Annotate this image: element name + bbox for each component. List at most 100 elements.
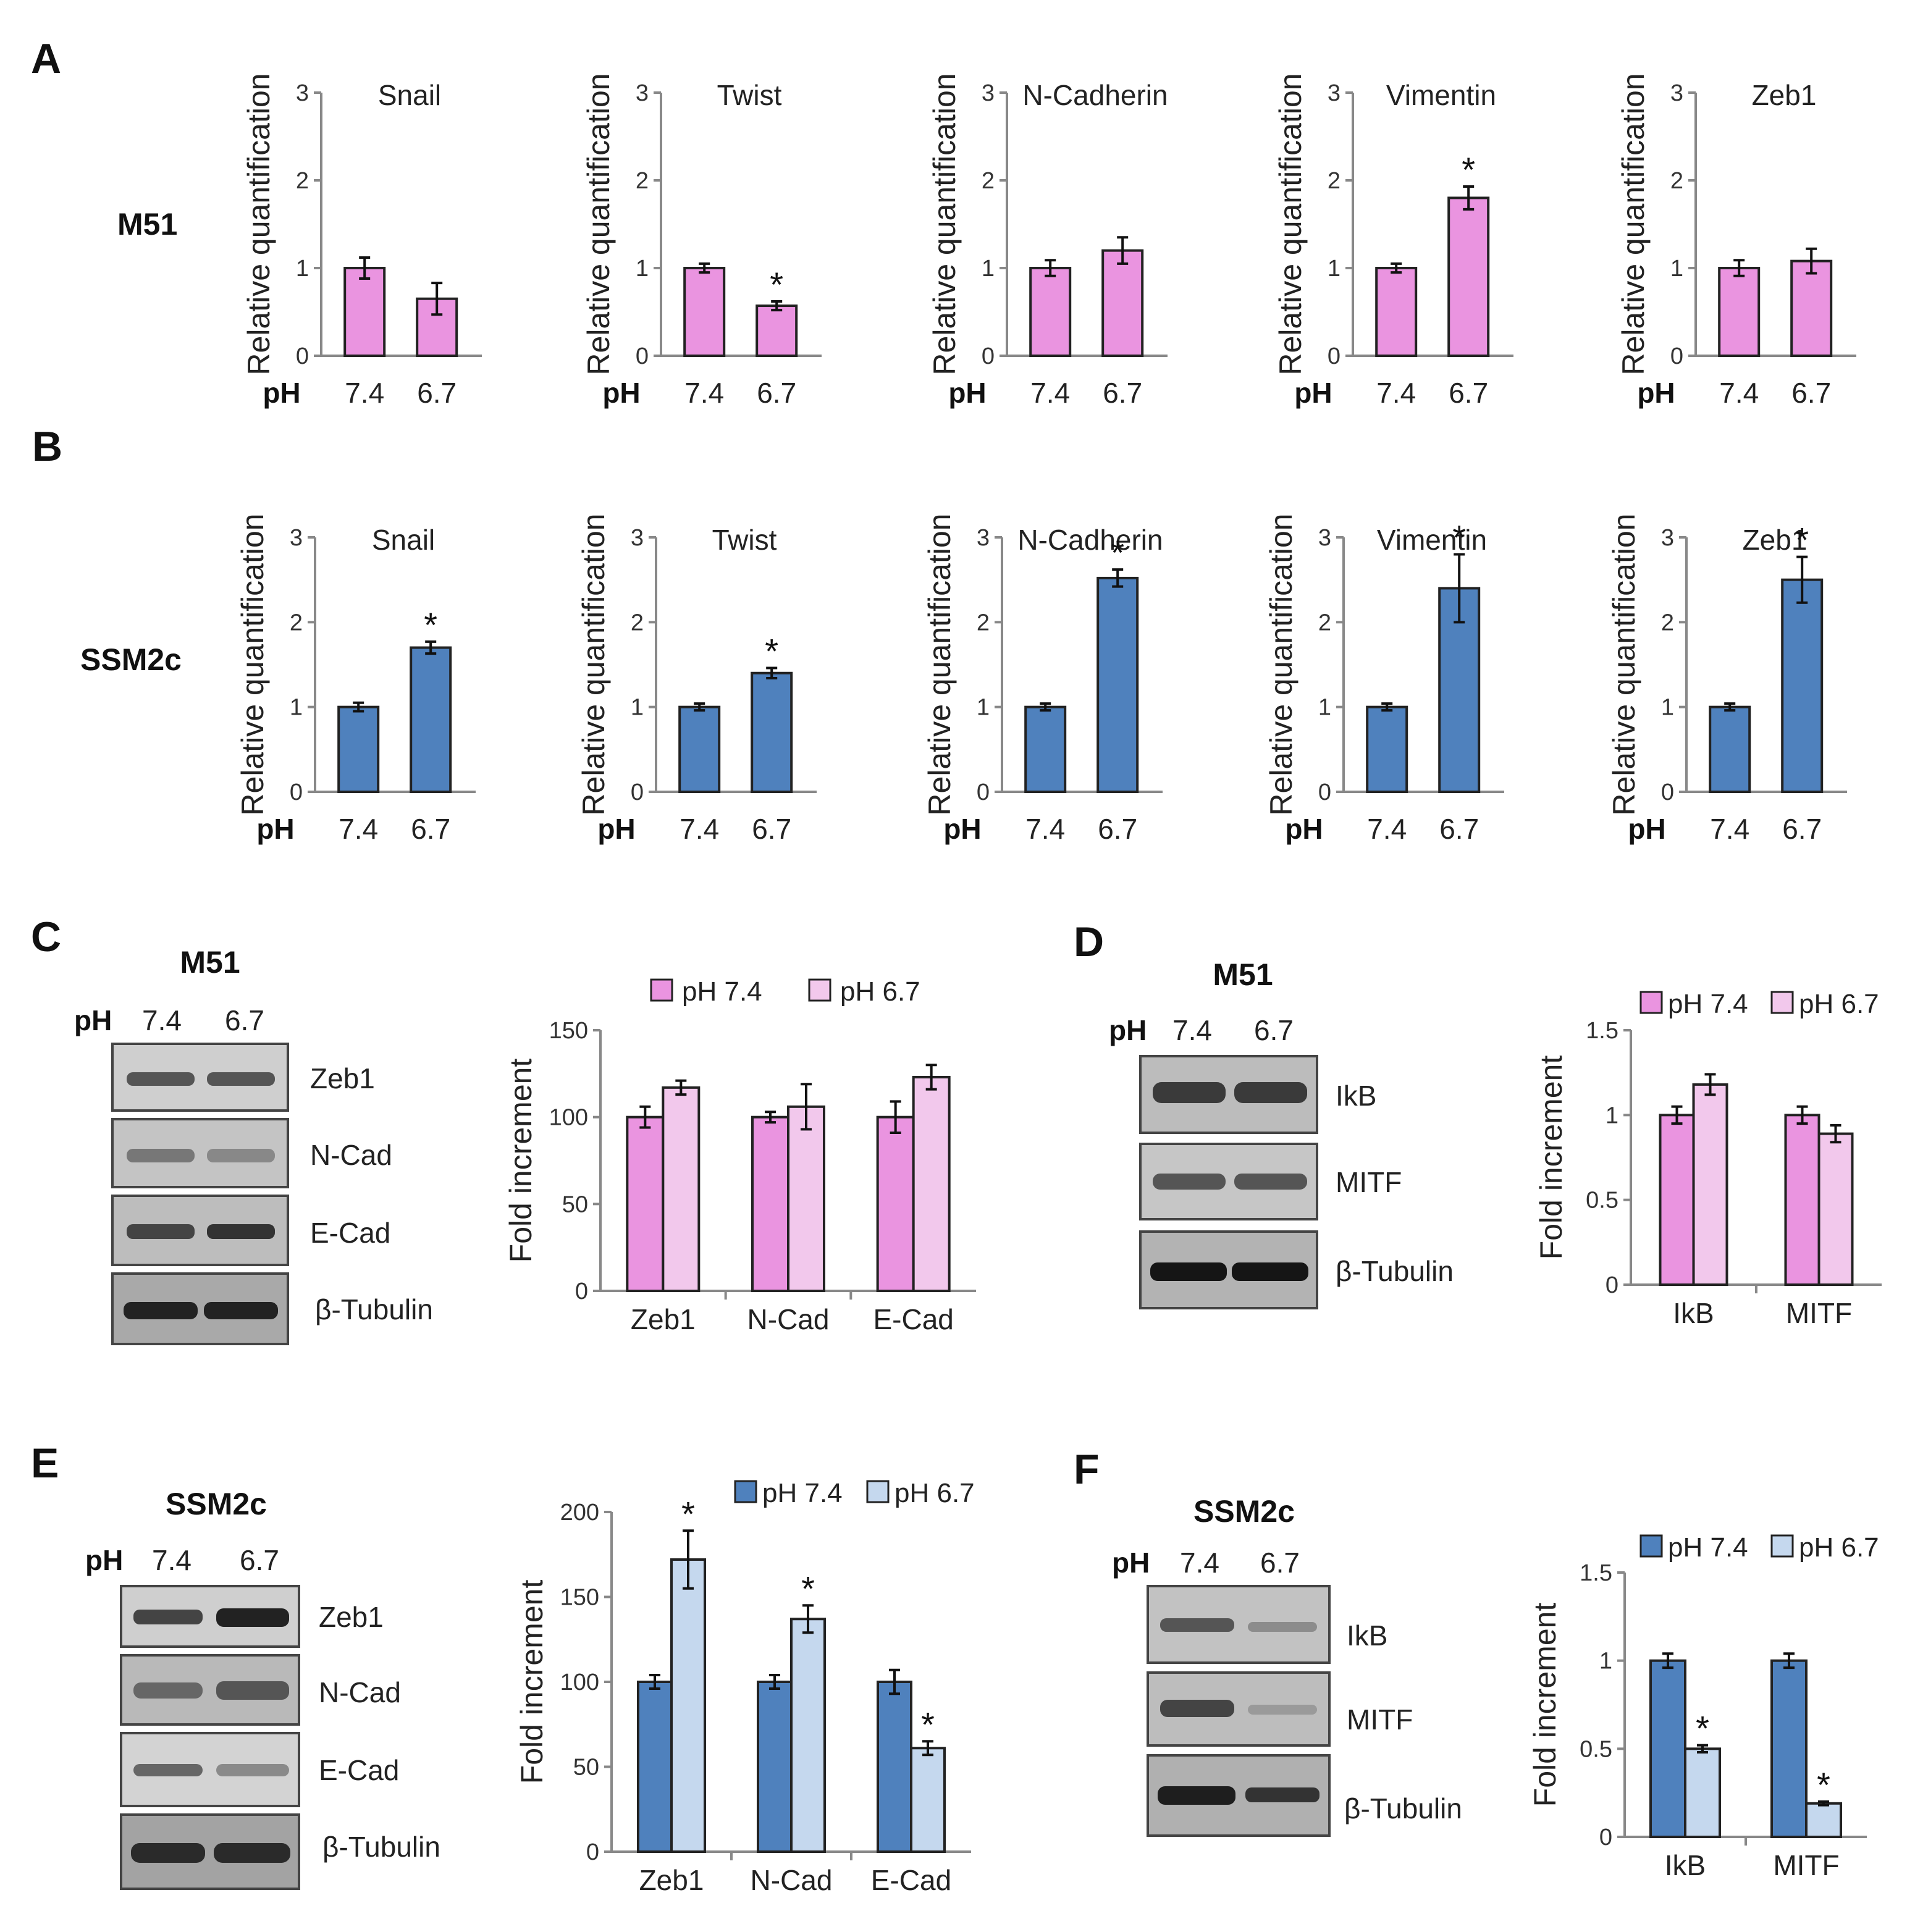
x-category-label: 6.7 bbox=[752, 813, 791, 845]
cell-line-label-a: M51 bbox=[117, 207, 177, 242]
blot-f-ph-67: 6.7 bbox=[1260, 1547, 1300, 1579]
significance-star: * bbox=[424, 605, 437, 644]
y-tick-label: 0 bbox=[1606, 1272, 1618, 1298]
significance-star: * bbox=[921, 1705, 935, 1744]
blot-d-ph-74: 7.4 bbox=[1172, 1014, 1212, 1046]
legend-c: pH 7.4 pH 6.7 bbox=[650, 976, 920, 1007]
blot-e-ph-label: pH bbox=[85, 1544, 123, 1576]
bar bbox=[1029, 267, 1072, 357]
y-axis-label: Relative quantification bbox=[1616, 73, 1651, 375]
x-category-label: IkB bbox=[1665, 1849, 1706, 1881]
bar bbox=[757, 1681, 793, 1853]
x-category-label: 6.7 bbox=[1782, 813, 1822, 845]
legend-label: pH 7.4 bbox=[1668, 1532, 1748, 1563]
bar bbox=[877, 1681, 912, 1853]
bar bbox=[876, 1115, 915, 1292]
x-axis-label: pH bbox=[256, 813, 294, 845]
x-category-label: 6.7 bbox=[1098, 813, 1137, 845]
x-category-label: 7.4 bbox=[1025, 813, 1065, 845]
blot-c-ph-67: 6.7 bbox=[225, 1004, 264, 1036]
bar bbox=[678, 705, 721, 793]
y-tick-label: 2 bbox=[631, 610, 644, 636]
y-tick-label: 0 bbox=[982, 343, 995, 369]
y-tick-label: 1 bbox=[631, 695, 644, 721]
bar bbox=[1684, 1747, 1721, 1838]
y-tick-label: 2 bbox=[982, 168, 995, 194]
y-tick-label: 0 bbox=[1599, 1825, 1612, 1850]
x-category-label: 6.7 bbox=[1103, 377, 1142, 409]
y-tick-label: 1 bbox=[977, 695, 990, 721]
significance-star: * bbox=[765, 631, 778, 670]
charts-layer: Snail 0 1 2 3 Relative quantification 7.4 6.7 pH… bbox=[235, 73, 1882, 1896]
bar bbox=[751, 671, 793, 793]
y-tick-label: 3 bbox=[977, 525, 990, 551]
y-tick-label: 3 bbox=[290, 525, 303, 551]
blot-label: β-Tubulin bbox=[1336, 1255, 1454, 1287]
y-tick-label: 2 bbox=[1661, 610, 1674, 636]
y-tick-label: 0 bbox=[296, 343, 309, 369]
blot-label: N-Cad bbox=[310, 1139, 392, 1171]
blot-label: E-Cad bbox=[310, 1217, 390, 1249]
x-category-label: 6.7 bbox=[1449, 377, 1488, 409]
significance-star: * bbox=[1111, 533, 1124, 572]
y-axis-label: Relative quantification bbox=[1273, 73, 1308, 375]
x-category-label: 7.4 bbox=[680, 813, 719, 845]
x-category-label: 7.4 bbox=[1710, 813, 1749, 845]
blot-panel-c: M51 pH 7.4 6.7 Zeb1 N-Cad E-Cad β-Tubuli… bbox=[74, 945, 433, 1345]
significance-star: * bbox=[1462, 150, 1475, 189]
legend-swatch bbox=[1770, 1534, 1794, 1558]
y-tick-label: 0 bbox=[1661, 779, 1674, 805]
bar bbox=[662, 1086, 701, 1292]
bar bbox=[1659, 1114, 1695, 1287]
chart-title: Twist bbox=[717, 79, 782, 111]
bar bbox=[1781, 578, 1824, 794]
x-axis-label: pH bbox=[943, 813, 981, 845]
bar bbox=[410, 646, 452, 793]
legend-d: pH 7.4 pH 6.7 bbox=[1639, 989, 1879, 1019]
x-category-label: E-Cad bbox=[871, 1864, 951, 1896]
bar bbox=[670, 1558, 706, 1853]
panel-letter-d: D bbox=[1074, 918, 1104, 965]
y-tick-label: 1 bbox=[1328, 256, 1340, 282]
qpcr-chart-b-n-cadherin: N-Cadherin 0 1 2 3 Relative quantification 7.4… bbox=[922, 513, 1163, 845]
blot-panel-e: SSM2c pH 7.4 6.7 Zeb1 N-Cad E-Cad β-Tubu… bbox=[85, 1487, 440, 1890]
blot-label: IkB bbox=[1347, 1619, 1387, 1652]
y-tick-label: 0.5 bbox=[1580, 1736, 1612, 1762]
y-tick-label: 0 bbox=[1670, 343, 1683, 369]
y-tick-label: 150 bbox=[549, 1018, 588, 1044]
y-axis-label: Fold increment bbox=[515, 1580, 549, 1784]
blot-panel-f: SSM2c pH 7.4 6.7 IkB MITF β-Tubulin bbox=[1112, 1494, 1462, 1837]
blot-lane-row: N-Cad bbox=[111, 1118, 392, 1188]
quant-chart-c: 0 50 100 150 Fold increment Zeb1 N-Cad E-Cad bbox=[503, 1018, 976, 1335]
blot-lane-row: β-Tubulin bbox=[1139, 1230, 1454, 1309]
bar bbox=[626, 1115, 665, 1292]
y-tick-label: 50 bbox=[573, 1755, 599, 1781]
qpcr-chart-a-vimentin: Vimentin 0 1 2 3 Relative quantification 7.4 * 6… bbox=[1273, 73, 1513, 409]
legend-label: pH 6.7 bbox=[1799, 1532, 1879, 1563]
blot-lane-row: IkB bbox=[1139, 1055, 1376, 1134]
x-category-label: Zeb1 bbox=[639, 1864, 704, 1896]
y-axis-label: Fold increment bbox=[1528, 1603, 1562, 1807]
y-tick-label: 3 bbox=[982, 80, 995, 106]
x-category-label: 6.7 bbox=[1439, 813, 1479, 845]
qpcr-chart-a-n-cadherin: N-Cadherin 0 1 2 3 Relative quantification 7.4… bbox=[927, 73, 1168, 409]
x-axis-label: pH bbox=[1628, 813, 1665, 845]
y-tick-label: 3 bbox=[1670, 80, 1683, 106]
panel-letter-a: A bbox=[31, 35, 61, 82]
blot-lane-row: MITF bbox=[1147, 1671, 1413, 1747]
blot-label: MITF bbox=[1336, 1166, 1402, 1198]
legend-swatch bbox=[650, 978, 673, 1002]
blot-lane-row: N-Cad bbox=[120, 1654, 401, 1726]
bar bbox=[790, 1618, 826, 1853]
y-tick-label: 0 bbox=[977, 779, 990, 805]
y-tick-label: 1 bbox=[1670, 256, 1683, 282]
x-category-label: 6.7 bbox=[417, 377, 457, 409]
panel-letter-c: C bbox=[31, 914, 61, 960]
cell-line-label-b: SSM2c bbox=[80, 642, 182, 677]
blot-label: Zeb1 bbox=[319, 1601, 384, 1633]
bar bbox=[787, 1105, 825, 1292]
chart-title: Snail bbox=[372, 524, 435, 556]
qpcr-chart-b-vimentin: Vimentin 0 1 2 3 Relative quantification 7.4 * 6… bbox=[1264, 513, 1504, 845]
blot-c-ph-label: pH bbox=[74, 1004, 112, 1036]
blot-c-cell-line: M51 bbox=[180, 945, 240, 980]
